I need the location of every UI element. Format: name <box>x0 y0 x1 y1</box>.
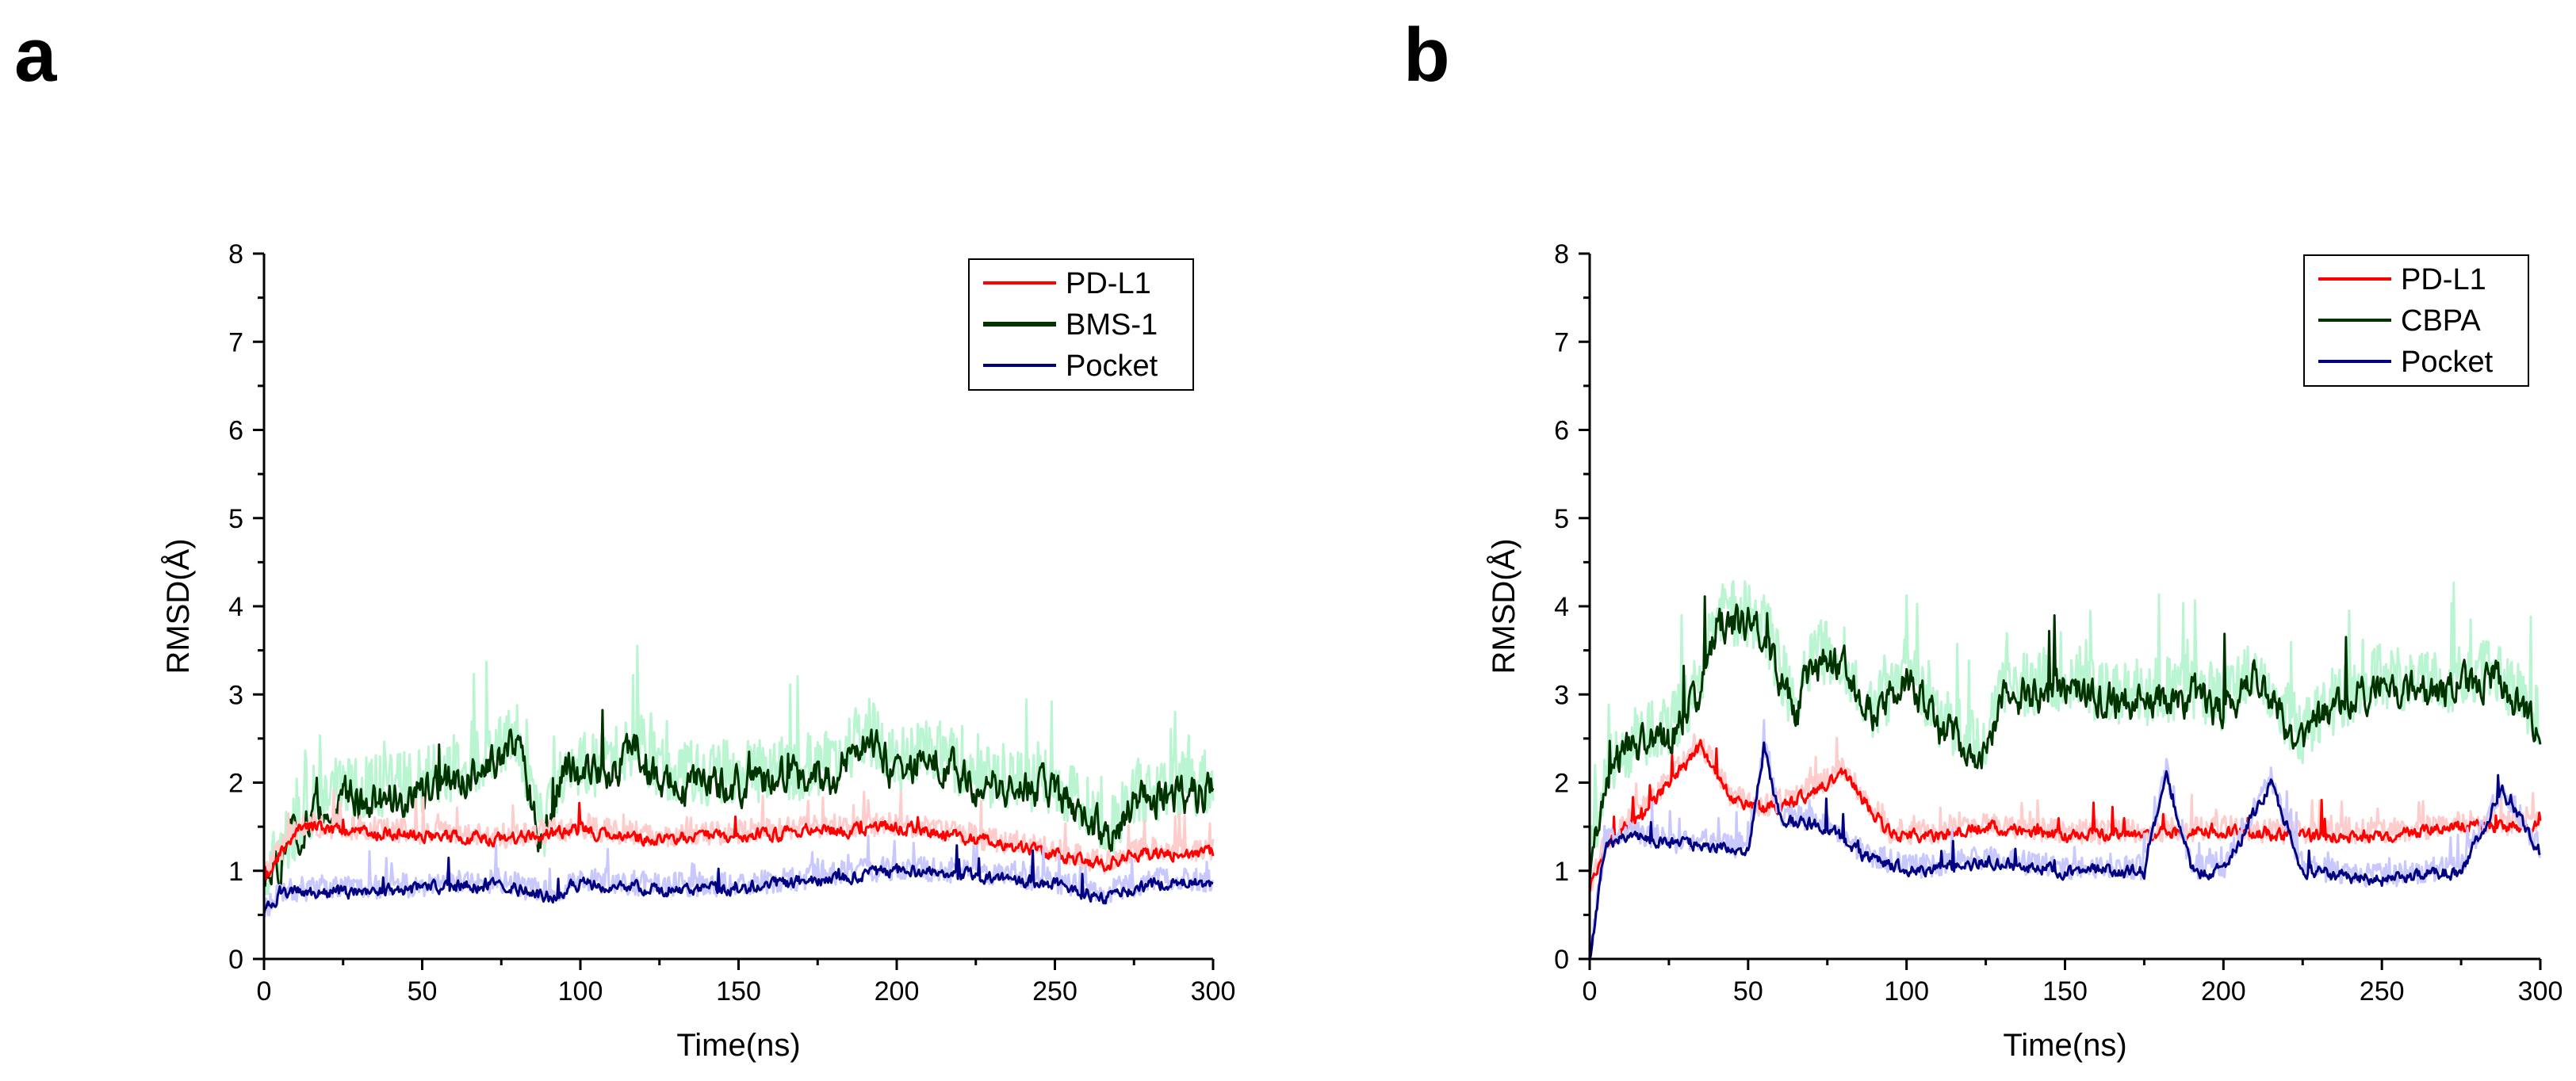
x-tick-label: 0 <box>1583 976 1598 1007</box>
x-axis-title: Time(ns) <box>676 1028 800 1063</box>
x-tick-label: 200 <box>875 976 920 1007</box>
series-band-pocket <box>262 835 1215 918</box>
x-tick-label: 250 <box>1032 976 1077 1007</box>
series-line-pd-l1 <box>262 801 1215 880</box>
y-axis-title: RMSD(Å) <box>160 538 196 674</box>
x-tick-label: 100 <box>558 976 603 1007</box>
y-tick-label: 7 <box>228 327 243 357</box>
y-tick-label: 6 <box>228 416 243 446</box>
x-tick-label: 100 <box>1884 976 1929 1007</box>
y-tick-label: 0 <box>1554 945 1569 975</box>
legend-label-bms-1: BMS-1 <box>1066 308 1158 342</box>
legend: PD-L1 BMS-1 Pocket <box>968 258 1194 391</box>
series-band-pd-l1 <box>1588 733 2542 892</box>
y-tick-label: 2 <box>1554 769 1569 799</box>
x-tick-label: 150 <box>716 976 761 1007</box>
x-tick-label: 300 <box>1191 976 1236 1007</box>
legend-label-pocket: Pocket <box>1066 350 1158 383</box>
series-band-pd-l1 <box>262 789 1215 877</box>
series-line-pocket <box>1588 741 2541 960</box>
series-line-cbpa <box>1588 595 2542 885</box>
legend-label-pd-l1: PD-L1 <box>2401 263 2486 296</box>
series-band-pocket <box>1588 719 2542 960</box>
y-tick-label: 8 <box>1554 239 1569 269</box>
series-line-bms-1 <box>262 709 1215 889</box>
y-tick-label: 2 <box>228 769 243 799</box>
y-tick-label: 5 <box>228 504 243 534</box>
x-tick-label: 150 <box>2042 976 2088 1007</box>
panel-label-b: b <box>1403 13 1450 97</box>
y-tick-label: 0 <box>228 945 243 975</box>
y-tick-label: 4 <box>1554 592 1569 622</box>
x-axis-title: Time(ns) <box>2003 1028 2126 1063</box>
plot-area <box>1588 579 2542 960</box>
x-tick-label: 300 <box>2518 976 2563 1007</box>
chart-a: 0 50 100 150 200 250 300 0 1 2 3 4 5 6 7 8 Time(ns) RMSD(… <box>160 239 1235 1063</box>
y-tick-label: 8 <box>228 239 243 269</box>
x-tick-label: 250 <box>2360 976 2405 1007</box>
y-tick-label: 1 <box>1554 857 1569 887</box>
x-tick-label: 50 <box>408 976 438 1007</box>
legend-label-pocket: Pocket <box>2401 346 2494 379</box>
panel-label-a: a <box>14 13 57 97</box>
plot-area <box>262 644 1215 918</box>
series-line-pocket <box>262 844 1214 914</box>
y-tick-label: 3 <box>1554 680 1569 710</box>
legend: PD-L1 CBPA Pocket <box>2303 254 2529 387</box>
x-tick-label: 0 <box>257 976 272 1007</box>
x-tick-label: 50 <box>1733 976 1763 1007</box>
y-axis-title: RMSD(Å) <box>1486 538 1521 674</box>
series-line-pd-l1 <box>1588 739 2542 894</box>
y-tick-label: 1 <box>228 857 243 887</box>
y-tick-label: 7 <box>1554 327 1569 357</box>
legend-label-cbpa: CBPA <box>2401 304 2481 338</box>
y-tick-label: 5 <box>1554 504 1569 534</box>
y-tick-label: 4 <box>228 592 243 622</box>
legend-label-pd-l1: PD-L1 <box>1066 267 1151 300</box>
y-tick-label: 3 <box>228 680 243 710</box>
chart-b: 0 50 100 150 200 250 300 0 1 2 3 4 5 6 7 8 Time(ns) RMSD(… <box>1486 239 2563 1063</box>
y-tick-label: 6 <box>1554 416 1569 446</box>
x-tick-label: 200 <box>2201 976 2246 1007</box>
